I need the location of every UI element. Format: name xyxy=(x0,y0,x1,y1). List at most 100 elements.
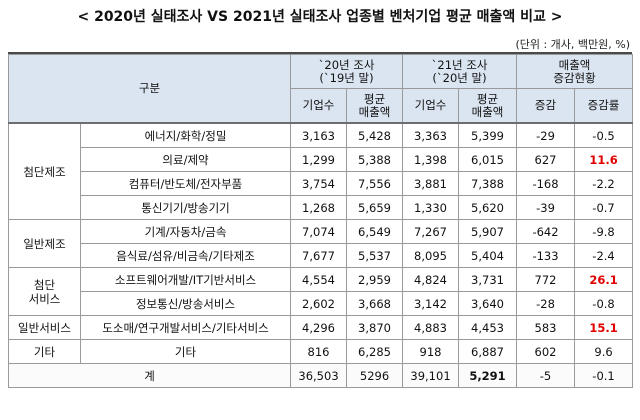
subcategory-cell: 정보통신/방송서비스 xyxy=(79,291,292,316)
firms-2021-cell: 4,824 xyxy=(402,267,460,292)
avg-sales-2020-cell: 6,549 xyxy=(346,219,404,244)
change-cell: -29 xyxy=(516,122,576,148)
avg-sales-2021-cell: 4,453 xyxy=(458,315,518,340)
table-row: 통신기기/방송기기 1,268 5,659 1,330 5,620 -39 -0.7 xyxy=(9,195,634,220)
change-rate-cell: 9.6 xyxy=(574,339,634,364)
firms-2021-cell: 3,363 xyxy=(402,122,460,148)
avg-sales-2020-cell: 3,668 xyxy=(346,291,404,316)
avg-sales-2020-cell: 6,285 xyxy=(346,339,404,364)
avg-sales-2020-cell: 3,870 xyxy=(346,315,404,340)
firms-2020-cell: 4,554 xyxy=(290,267,348,292)
table-row: 일반서비스 도소매/연구개발서비스/기타서비스 4,296 3,870 4,883 4,4… xyxy=(8,315,634,340)
avg-sales-2021-cell: 3,640 xyxy=(458,291,518,316)
table-row: 컴퓨터/반도체/전자부품 3,754 7,556 3,881 7,388 -168 -2.2 xyxy=(9,171,634,196)
change-cell: -168 xyxy=(516,171,576,196)
avg-sales-2021-cell: 5,907 xyxy=(458,219,518,244)
total-avg-sales-2020: 5296 xyxy=(346,363,404,388)
category-group: 첨단제조 xyxy=(8,122,81,220)
firms-2021-cell: 3,142 xyxy=(402,291,460,316)
subcategory-cell: 에너지/화학/정밀 xyxy=(79,122,292,148)
firms-2021-cell: 1,330 xyxy=(402,195,460,220)
header-group-2021: `21년 조사 (`20년 말) xyxy=(402,54,518,89)
table-row: 정보통신/방송서비스 2,602 3,668 3,142 3,640 -28 -0.8 xyxy=(9,291,634,316)
avg-sales-2020-cell: 2,959 xyxy=(346,267,404,292)
firms-2020-cell: 7,677 xyxy=(290,243,348,268)
firms-2020-cell: 3,163 xyxy=(290,122,348,148)
firms-2021-cell: 1,398 xyxy=(402,147,460,172)
change-cell: 627 xyxy=(516,147,576,172)
category-group: 일반서비스 xyxy=(8,315,81,340)
header-firms-2020: 기업수 xyxy=(290,88,348,124)
change-cell: 772 xyxy=(516,267,576,292)
total-avg-sales-2021: 5,291 xyxy=(458,363,518,388)
table-body: 첨단제조 에너지/화학/정밀 3,163 5,428 3,363 5,399 -29 -0.5… xyxy=(7,122,634,388)
unit-note: (단위 : 개사, 백만원, %) xyxy=(515,38,630,51)
change-rate-cell: -2.4 xyxy=(574,243,634,268)
table-row: 기타 기타 816 6,285 918 6,887 602 9.6 xyxy=(8,339,634,364)
avg-sales-2021-cell: 6,015 xyxy=(458,147,518,172)
firms-2020-cell: 1,268 xyxy=(290,195,348,220)
change-cell: -28 xyxy=(516,291,576,316)
total-firms-2021: 39,101 xyxy=(402,363,460,388)
total-label: 계 xyxy=(7,363,292,388)
subcategory-cell: 음식료/섬유/비금속/기타제조 xyxy=(79,243,292,268)
change-rate-cell: -2.2 xyxy=(574,171,634,196)
change-rate-cell: 15.1 xyxy=(574,315,634,340)
table-row: 음식료/섬유/비금속/기타제조 7,677 5,537 8,095 5,404 -133-… xyxy=(9,243,634,268)
firms-2020-cell: 3,754 xyxy=(290,171,348,196)
subcategory-cell: 기계/자동차/금속 xyxy=(79,219,292,244)
avg-sales-2020-cell: 5,388 xyxy=(346,147,404,172)
category-group: 기타 xyxy=(8,339,81,364)
firms-2021-cell: 918 xyxy=(402,339,460,364)
table-row: 첨단제조 에너지/화학/정밀 3,163 5,428 3,363 5,399 -29 -0.5 xyxy=(8,122,634,220)
avg-sales-2021-cell: 5,404 xyxy=(458,243,518,268)
change-cell: -133 xyxy=(516,243,576,268)
change-cell: -642 xyxy=(516,219,576,244)
header-group-change: 매출액 증감현황 xyxy=(516,54,634,89)
change-rate-cell: 11.6 xyxy=(574,147,634,172)
subcategory-cell: 컴퓨터/반도체/전자부품 xyxy=(79,171,292,196)
change-rate-cell: -9.8 xyxy=(574,219,634,244)
subcategory-cell: 통신기기/방송기기 xyxy=(79,195,292,220)
avg-sales-2021-cell: 5,620 xyxy=(458,195,518,220)
avg-sales-2020-cell: 5,659 xyxy=(346,195,404,220)
table-row: 의료/제약 1,299 5,388 1,398 6,015 627 11.6 xyxy=(9,147,634,172)
firms-2021-cell: 4,883 xyxy=(402,315,460,340)
header-firms-2021: 기업수 xyxy=(402,88,460,124)
change-rate-cell: -0.7 xyxy=(574,195,634,220)
avg-sales-2021-cell: 6,887 xyxy=(458,339,518,364)
firms-2020-cell: 7,074 xyxy=(290,219,348,244)
change-rate-cell: -0.8 xyxy=(574,291,634,316)
category-group: 첨단 서비스 xyxy=(8,267,81,316)
firms-2021-cell: 7,267 xyxy=(402,219,460,244)
avg-sales-2020-cell: 5,428 xyxy=(346,122,404,148)
firms-2020-cell: 4,296 xyxy=(290,315,348,340)
change-cell: -39 xyxy=(516,195,576,220)
subcategory-cell: 의료/제약 xyxy=(79,147,292,172)
subcategory-cell: 도소매/연구개발서비스/기타서비스 xyxy=(79,315,292,340)
table-row: 일반제조 기계/자동차/금속 7,074 6,549 7,267 5,907 -642 -9.… xyxy=(8,219,634,268)
header-avg-sales-2021: 평균 매출액 xyxy=(458,88,518,124)
avg-sales-2021-cell: 5,399 xyxy=(458,122,518,148)
sales-comparison-table: 구분 `20년 조사 (`19년 말) `21년 조사 (`20년 말) 매출액 증감… xyxy=(7,54,634,388)
table-row: 첨단 서비스 소프트웨어개발/IT기반서비스 4,554 2,959 4,824 3,731… xyxy=(8,267,634,316)
total-firms-2020: 36,503 xyxy=(290,363,348,388)
avg-sales-2020-cell: 5,537 xyxy=(346,243,404,268)
change-cell: 583 xyxy=(516,315,576,340)
firms-2021-cell: 3,881 xyxy=(402,171,460,196)
avg-sales-2021-cell: 3,731 xyxy=(458,267,518,292)
total-change-rate: -0.1 xyxy=(574,363,634,388)
top-rule xyxy=(8,52,632,54)
total-row: 계 36,503 5296 39,101 5,291 -5 -0.1 xyxy=(7,363,634,388)
avg-sales-2021-cell: 7,388 xyxy=(458,171,518,196)
header-group-2020: `20년 조사 (`19년 말) xyxy=(290,54,404,89)
change-rate-cell: 26.1 xyxy=(574,267,634,292)
header-avg-sales-2020: 평균 매출액 xyxy=(346,88,404,124)
header-category: 구분 xyxy=(7,54,292,124)
subcategory-cell: 기타 xyxy=(79,339,292,364)
subcategory-cell: 소프트웨어개발/IT기반서비스 xyxy=(79,267,292,292)
firms-2021-cell: 8,095 xyxy=(402,243,460,268)
change-cell: 602 xyxy=(516,339,576,364)
firms-2020-cell: 1,299 xyxy=(290,147,348,172)
firms-2020-cell: 2,602 xyxy=(290,291,348,316)
